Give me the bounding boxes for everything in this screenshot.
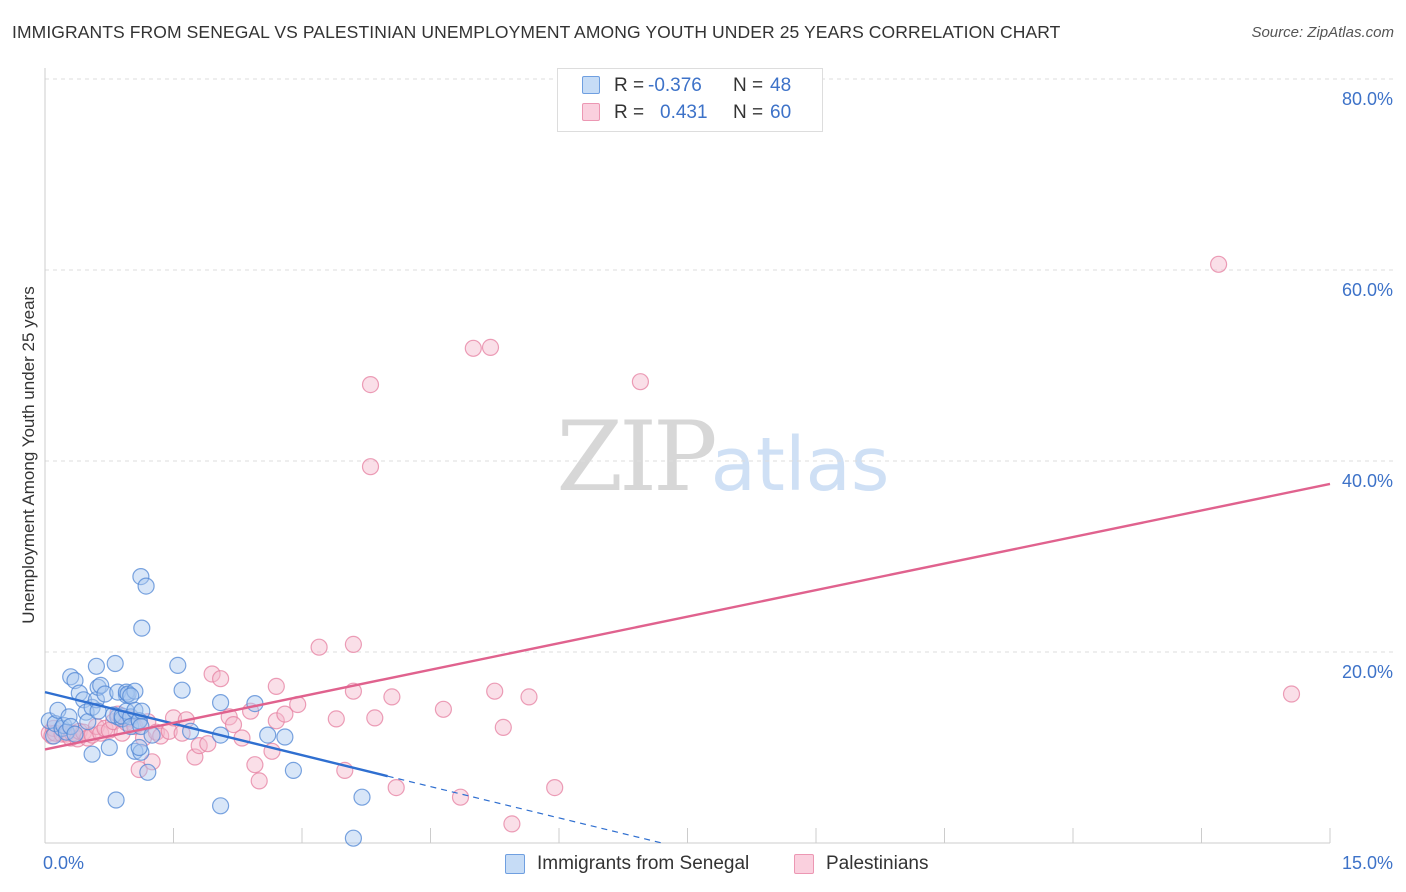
palestinian-point bbox=[1282, 685, 1301, 703]
y-tick-label: 40.0% bbox=[1342, 471, 1393, 491]
senegal-point bbox=[173, 681, 191, 699]
palestinian-point bbox=[387, 778, 405, 797]
palestinian-point bbox=[152, 727, 170, 745]
legend-n-value: 60 bbox=[770, 102, 792, 123]
palestinian-point bbox=[366, 709, 384, 727]
senegal-point bbox=[259, 726, 277, 744]
senegal-point bbox=[133, 619, 151, 637]
legend-n-label: N = bbox=[733, 75, 764, 96]
chart-title: IMMIGRANTS FROM SENEGAL VS PALESTINIAN U… bbox=[12, 22, 1061, 42]
senegal-point bbox=[96, 685, 114, 703]
palestinian-point bbox=[212, 670, 230, 688]
palestinian-point bbox=[310, 638, 328, 656]
palestinian-point bbox=[1209, 255, 1228, 273]
senegal-point bbox=[353, 788, 371, 806]
palestinian-point bbox=[267, 712, 285, 730]
legend-r-label: R = bbox=[614, 102, 645, 123]
watermark-atlas: atlas bbox=[711, 422, 890, 508]
palestinian-point bbox=[361, 458, 380, 476]
legend-r-value: -0.376 bbox=[648, 75, 702, 96]
senegal-point bbox=[89, 678, 107, 696]
palestinian-point bbox=[327, 710, 345, 728]
palestinian-point bbox=[503, 815, 521, 833]
x-tick-label: 15.0% bbox=[1342, 853, 1393, 873]
senegal-point bbox=[92, 676, 110, 695]
senegal-point bbox=[132, 567, 150, 586]
senegal-point bbox=[344, 829, 362, 847]
y-axis-label: Unemployment Among Youth under 25 years bbox=[19, 286, 38, 624]
legend-r-value: 0.431 bbox=[660, 102, 708, 123]
palestinian-point bbox=[486, 682, 504, 700]
senegal-point bbox=[139, 763, 157, 781]
senegal-point bbox=[137, 577, 155, 595]
senegal-point bbox=[87, 657, 106, 675]
senegal-point bbox=[100, 738, 118, 757]
palestinians-legend-swatch bbox=[794, 854, 814, 874]
senegal-legend-label: Immigrants from Senegal bbox=[537, 853, 750, 874]
palestinian-point bbox=[344, 635, 362, 654]
senegal-point bbox=[169, 656, 187, 675]
palestinian-trendline bbox=[44, 482, 1331, 751]
senegal-trendline-extension bbox=[387, 775, 662, 844]
senegal-swatch bbox=[582, 76, 600, 94]
palestinian-point bbox=[267, 677, 285, 696]
correlation-legend: R = -0.376 N = 48 R = 0.431 N = 60 bbox=[557, 68, 823, 132]
palestinian-point bbox=[246, 756, 264, 774]
legend-r-label: R = bbox=[614, 75, 645, 96]
palestinian-point bbox=[383, 688, 401, 706]
y-tick-label: 20.0% bbox=[1342, 662, 1393, 682]
palestinian-point bbox=[143, 753, 161, 771]
palestinian-point bbox=[434, 700, 452, 718]
y-tick-label: 60.0% bbox=[1342, 280, 1393, 300]
senegal-point bbox=[122, 687, 140, 705]
source-credit: Source: ZipAtlas.com bbox=[1251, 24, 1394, 41]
watermark-zip: ZIP bbox=[556, 401, 715, 513]
legend-n-value: 48 bbox=[770, 75, 792, 96]
senegal-trendline bbox=[44, 690, 388, 778]
senegal-point bbox=[107, 791, 125, 809]
palestinian-point bbox=[361, 376, 380, 394]
palestinian-point bbox=[250, 772, 268, 790]
legend-n-label: N = bbox=[733, 102, 764, 123]
senegal-point bbox=[246, 694, 264, 713]
senegal-point bbox=[212, 693, 230, 712]
palestinians-swatch bbox=[582, 103, 600, 121]
palestinian-point bbox=[224, 715, 243, 734]
palestinian-point bbox=[464, 339, 482, 357]
palestinian-point bbox=[494, 718, 512, 737]
palestinian-point bbox=[203, 665, 221, 683]
palestinian-point bbox=[481, 338, 500, 356]
palestinian-point bbox=[520, 688, 538, 706]
senegal-point bbox=[106, 654, 124, 673]
senegal-point bbox=[276, 728, 294, 746]
senegal-point bbox=[130, 738, 148, 757]
senegal-point bbox=[66, 725, 84, 743]
senegal-point bbox=[83, 745, 101, 763]
x-tick-label: 0.0% bbox=[43, 853, 84, 873]
y-tick-label: 80.0% bbox=[1342, 89, 1393, 109]
senegal-point bbox=[212, 797, 230, 815]
senegal-legend-swatch bbox=[505, 854, 525, 874]
palestinian-point bbox=[631, 373, 650, 391]
palestinian-point bbox=[451, 788, 470, 806]
senegal-point bbox=[284, 761, 302, 780]
palestinian-point bbox=[546, 778, 564, 797]
palestinians-legend-label: Palestinians bbox=[826, 853, 929, 874]
palestinian-point bbox=[276, 705, 294, 723]
palestinian-point bbox=[199, 735, 217, 753]
